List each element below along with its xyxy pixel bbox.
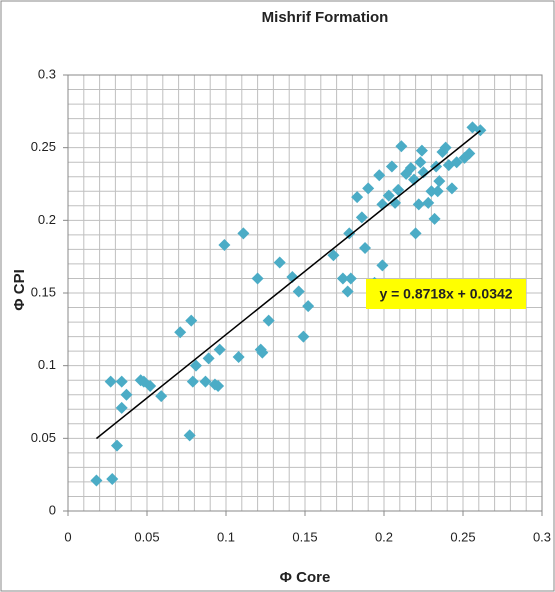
data-point <box>412 198 425 211</box>
data-point <box>155 390 168 403</box>
data-point <box>425 185 438 198</box>
data-point <box>428 212 441 225</box>
y-tick-label: 0.05 <box>31 430 56 445</box>
data-point <box>110 439 123 452</box>
y-tick-label: 0.25 <box>31 139 56 154</box>
data-point <box>213 343 226 356</box>
data-point <box>395 140 408 153</box>
y-tick-label: 0.3 <box>38 66 56 81</box>
data-point <box>385 160 398 173</box>
data-point <box>189 359 202 372</box>
data-point <box>183 429 196 442</box>
data-point <box>417 166 430 179</box>
data-point <box>362 182 375 195</box>
data-point <box>355 211 368 224</box>
y-axis-label: Φ CPI <box>11 269 28 310</box>
data-point <box>251 272 264 285</box>
data-point <box>237 227 250 240</box>
data-point <box>359 241 372 254</box>
y-tick-label: 0 <box>49 502 56 517</box>
trendline-label: y = 0.8718x + 0.0342 <box>379 286 512 302</box>
data-point <box>404 162 417 175</box>
data-point <box>450 156 463 169</box>
data-point <box>376 259 389 272</box>
y-tick-label: 0.2 <box>38 212 56 227</box>
data-point <box>445 182 458 195</box>
data-point <box>174 326 187 339</box>
data-point <box>382 189 395 202</box>
data-point <box>297 330 310 343</box>
data-point <box>120 388 133 401</box>
data-point <box>439 141 452 154</box>
x-tick-label: 0.25 <box>450 529 475 544</box>
data-point <box>392 183 405 196</box>
data-point <box>408 173 421 186</box>
data-point <box>218 239 231 252</box>
data-point <box>115 375 128 388</box>
chart-title: Mishrif Formation <box>262 9 389 26</box>
data-point <box>106 473 119 486</box>
data-point <box>90 474 103 487</box>
data-point <box>273 256 286 269</box>
x-axis-label: Φ Core <box>280 569 331 586</box>
x-tick-label: 0.05 <box>134 529 159 544</box>
data-point <box>212 380 225 393</box>
data-point <box>466 121 479 134</box>
data-point <box>409 227 422 240</box>
data-point <box>341 285 354 298</box>
data-point <box>185 314 198 327</box>
data-point <box>344 272 357 285</box>
x-tick-label: 0.3 <box>533 529 551 544</box>
data-point <box>458 151 471 164</box>
data-point <box>186 375 199 388</box>
x-tick-label: 0.1 <box>217 529 235 544</box>
data-point <box>302 300 315 313</box>
plot-border <box>67 74 543 512</box>
data-point <box>115 401 128 414</box>
data-point <box>104 375 117 388</box>
data-point <box>232 350 245 363</box>
data-point <box>389 196 402 209</box>
data-point <box>144 380 157 393</box>
data-point <box>343 227 356 240</box>
data-point <box>414 156 427 169</box>
y-tick-label: 0.15 <box>31 284 56 299</box>
data-point <box>415 144 428 157</box>
data-point <box>373 169 386 182</box>
data-point <box>351 191 364 204</box>
data-point <box>262 314 275 327</box>
trendline <box>95 130 481 440</box>
x-tick-label: 0.15 <box>292 529 317 544</box>
data-point <box>199 375 212 388</box>
data-point <box>336 272 349 285</box>
data-point <box>422 196 435 209</box>
data-point <box>292 285 305 298</box>
trendline-label-box <box>366 279 526 309</box>
data-point <box>431 185 444 198</box>
data-point <box>433 175 446 188</box>
data-point <box>202 352 215 365</box>
y-tick-label: 0.1 <box>38 357 56 372</box>
x-tick-label: 0.2 <box>375 529 393 544</box>
data-point <box>286 271 299 284</box>
data-point <box>256 346 269 359</box>
x-tick-label: 0 <box>64 529 71 544</box>
data-point <box>327 249 340 262</box>
